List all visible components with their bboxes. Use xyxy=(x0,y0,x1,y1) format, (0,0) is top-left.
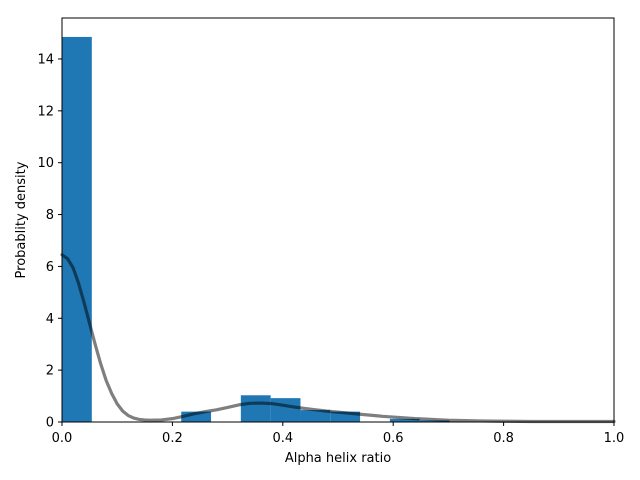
y-tick-label-1: 2 xyxy=(46,364,54,379)
plot-frame xyxy=(61,17,615,423)
histogram-bar-4 xyxy=(300,410,331,422)
histogram-bar-1 xyxy=(181,411,212,422)
y-tick-label-7: 14 xyxy=(37,52,54,67)
histogram-bar-7 xyxy=(419,420,450,422)
x-tick-label-5: 1.0 xyxy=(604,431,625,446)
x-tick-label-2: 0.4 xyxy=(272,431,293,446)
x-axis-label: Alpha helix ratio xyxy=(285,451,391,466)
histogram-bars xyxy=(62,36,450,423)
plot-area xyxy=(60,36,616,424)
histogram-bar-0 xyxy=(62,36,92,423)
x-tick-label-4: 0.8 xyxy=(493,431,514,446)
histogram-bar-5 xyxy=(330,411,361,422)
y-tick-label-2: 4 xyxy=(46,312,54,327)
x-tick-label-1: 0.2 xyxy=(162,431,183,446)
x-tick-label-3: 0.6 xyxy=(383,431,404,446)
histogram-bar-6 xyxy=(389,418,420,422)
y-tick-label-5: 10 xyxy=(37,156,54,171)
x-axis: 0.0 0.2 0.4 0.6 0.8 1.0 xyxy=(52,422,625,446)
y-axis-label: Probablity density xyxy=(14,161,29,278)
y-tick-label-3: 6 xyxy=(46,260,54,275)
y-axis: 0 2 4 6 8 10 12 14 xyxy=(37,52,62,431)
y-tick-label-4: 8 xyxy=(46,208,54,223)
histogram-bar-2 xyxy=(240,395,271,422)
y-tick-label-0: 0 xyxy=(46,416,54,431)
histogram-bar-3 xyxy=(270,398,301,422)
x-tick-label-0: 0.0 xyxy=(52,431,73,446)
y-tick-label-6: 12 xyxy=(37,104,54,119)
density-curve xyxy=(60,253,616,424)
